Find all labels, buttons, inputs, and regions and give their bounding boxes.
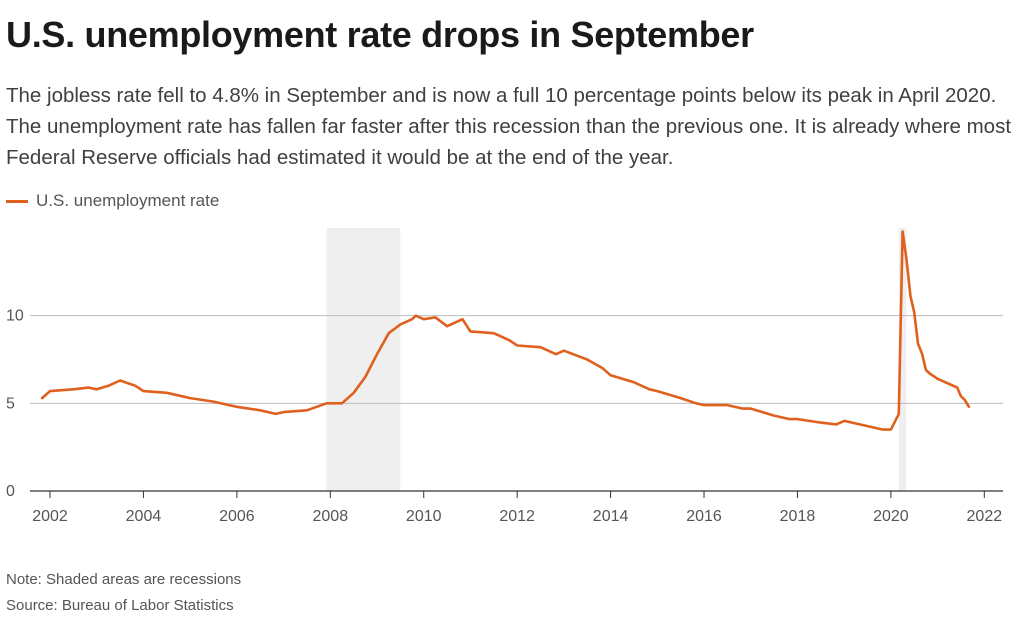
legend-swatch [6, 199, 28, 203]
gridlines: 0 5 10 [6, 308, 1003, 500]
recession-band-0 [326, 228, 401, 491]
x-tick-label: 2022 [967, 508, 1003, 525]
chart-title: U.S. unemployment rate drops in Septembe… [6, 14, 754, 55]
y-tick-label: 0 [6, 483, 15, 500]
x-tick-label: 2008 [313, 508, 349, 525]
x-tick-label: 2020 [873, 508, 909, 525]
chart-source: Source: Bureau of Labor Statistics [6, 597, 234, 614]
unemployment-line-chart: 0 5 10 2002 2004 2006 2008 2010 2012 2014 2016 201… [6, 228, 1003, 525]
x-tick-label: 2012 [499, 508, 535, 525]
series-line-0 [40, 230, 971, 431]
chart-subtitle: The jobless rate fell to 4.8% in Septemb… [6, 84, 1012, 169]
y-tick-label: 5 [6, 395, 15, 412]
y-tick-label: 10 [6, 308, 24, 325]
recession-band-1 [898, 228, 907, 491]
x-tick-label: 2014 [593, 508, 629, 525]
legend: U.S. unemployment rate [6, 191, 219, 211]
x-axis: 2002 2004 2006 2008 2010 2012 2014 2016 2018 2020… [32, 491, 1002, 525]
x-tick-label: 2010 [406, 508, 442, 525]
chart-note: Note: Shaded areas are recessions [6, 571, 242, 588]
x-tick-label: 2016 [686, 508, 722, 525]
x-tick-label: 2006 [219, 508, 255, 525]
x-tick-label: 2018 [780, 508, 816, 525]
x-tick-label: 2002 [32, 508, 68, 525]
legend-label: U.S. unemployment rate [36, 191, 220, 210]
x-tick-label: 2004 [126, 508, 162, 525]
recession-bands [326, 228, 907, 491]
series-lines [40, 230, 971, 431]
